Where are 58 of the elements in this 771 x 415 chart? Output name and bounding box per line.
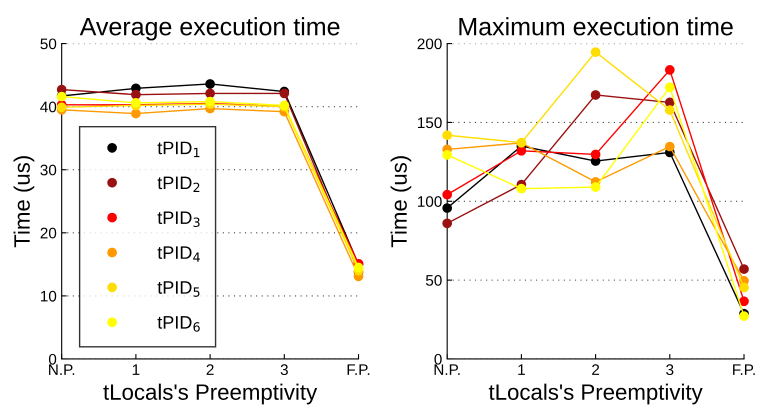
legend-label: tPID$_{4}$ [158, 246, 200, 262]
y-tick-label: 0 [48, 354, 56, 365]
point [590, 90, 600, 100]
point [664, 142, 675, 152]
y-tick-label: 20 [40, 228, 56, 238]
x-tick-label: N.P. [49, 364, 74, 375]
x-tick-label: 3 [666, 364, 674, 376]
y-tick-label: 40 [40, 102, 56, 112]
y-tick-label: 10 [40, 290, 56, 302]
point [590, 150, 600, 160]
point [442, 130, 452, 140]
y-tick-label: 30 [40, 164, 56, 176]
legend-label: tPID$_{6}$ [158, 316, 200, 332]
point [739, 311, 749, 321]
point [664, 65, 675, 75]
point [205, 88, 215, 98]
x-tick-label: 2 [592, 364, 600, 375]
point [739, 264, 749, 274]
legend-label: tPID$_{3}$ [158, 211, 200, 228]
x-tick-label: 3 [280, 364, 288, 376]
chart-title: Average execution time [80, 17, 340, 40]
x-tick-label: N.P. [434, 364, 460, 375]
point [205, 79, 215, 89]
y-axis-title: Time (us) [14, 156, 34, 248]
point [590, 182, 600, 192]
y-tick-label: 100 [418, 196, 442, 207]
point [739, 296, 749, 306]
point [442, 203, 452, 213]
point [131, 108, 141, 118]
point [739, 282, 749, 292]
y-tick-label: 200 [418, 38, 442, 50]
point [56, 102, 67, 112]
legend-label: tPID$_{1}$ [158, 142, 200, 158]
x-tick-label: F.P. [348, 364, 370, 375]
y-tick-label: 50 [40, 38, 56, 50]
point [664, 82, 675, 92]
point [516, 184, 526, 194]
point [442, 150, 452, 160]
y-tick-label: 0 [434, 354, 442, 365]
x-tick-label: F.P. [733, 364, 755, 375]
chart-title: Maximum execution time [459, 17, 733, 36]
point [590, 47, 600, 57]
point [442, 218, 452, 228]
x-axis-title: tLocals's Preemptivity [103, 384, 318, 404]
point [442, 190, 452, 200]
legend-label: tPID$_{2}$ [158, 176, 200, 192]
x-tick-label: 2 [206, 364, 214, 375]
y-axis-title: Time (us) [390, 156, 412, 248]
y-tick-label: 150 [418, 117, 442, 128]
legend-label: tPID$_{5}$ [158, 281, 200, 297]
y-tick-label: 50 [426, 274, 442, 286]
point [354, 262, 364, 272]
x-tick-label: 1 [518, 364, 525, 375]
x-axis-title: tLocals's Preemptivity [488, 384, 703, 404]
point [516, 146, 526, 156]
point [131, 90, 141, 100]
point [664, 105, 675, 115]
x-tick-label: 1 [132, 364, 140, 375]
